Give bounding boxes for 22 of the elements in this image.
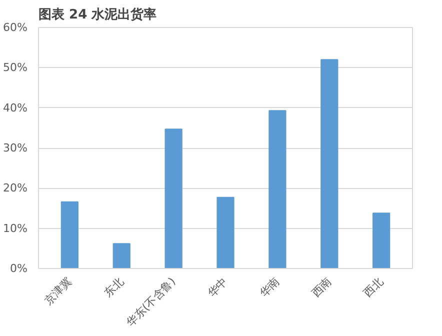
y-tick-label: 60% bbox=[3, 21, 28, 34]
bar bbox=[164, 128, 182, 268]
bar bbox=[60, 201, 78, 268]
chart-title: 图表 24 水泥出货率 bbox=[38, 6, 157, 22]
bar bbox=[112, 243, 130, 268]
x-tick-label: 西北 bbox=[361, 274, 386, 300]
x-tick-label: 华东(不含鲁) bbox=[124, 274, 178, 330]
bar bbox=[320, 59, 338, 268]
x-tick-label: 西南 bbox=[309, 274, 334, 300]
y-tick-label: 40% bbox=[3, 101, 28, 114]
x-tick-label: 华中 bbox=[205, 274, 230, 300]
y-tick-label: 30% bbox=[3, 142, 28, 154]
y-tick-label: 0% bbox=[10, 262, 28, 275]
y-tick-label: 20% bbox=[3, 182, 28, 195]
bar bbox=[268, 110, 286, 268]
x-tick-label: 京津冀 bbox=[42, 274, 74, 308]
x-tick-label: 东北 bbox=[101, 274, 126, 300]
bar bbox=[216, 196, 234, 268]
y-tick-label: 50% bbox=[3, 61, 28, 74]
x-tick-label: 华南 bbox=[257, 274, 282, 300]
y-tick-label: 10% bbox=[3, 222, 28, 235]
bar bbox=[372, 212, 390, 268]
